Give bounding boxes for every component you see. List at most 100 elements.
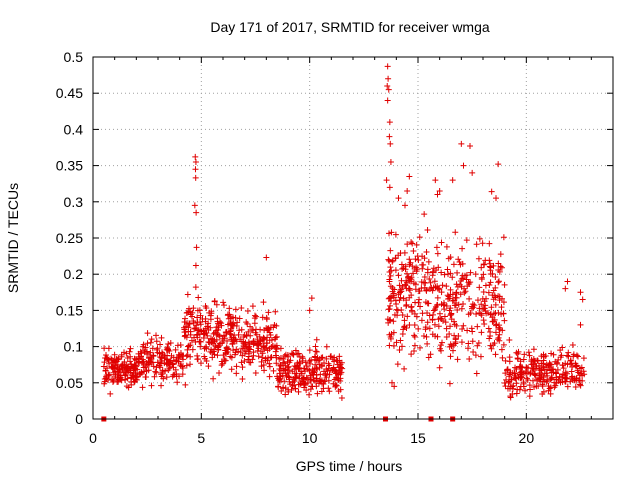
data-point (408, 239, 415, 246)
data-point (316, 361, 323, 368)
x-tick-label: 0 (89, 430, 97, 446)
data-point (490, 310, 497, 317)
data-point (429, 269, 436, 276)
data-point (384, 63, 391, 70)
data-point (401, 249, 408, 256)
data-point (228, 334, 235, 341)
data-point (477, 353, 484, 360)
data-point (192, 174, 199, 181)
data-point (567, 361, 574, 368)
data-point (441, 306, 448, 313)
data-point (167, 340, 174, 347)
data-point (536, 372, 543, 379)
data-point (478, 301, 485, 308)
y-tick-label: 0.2 (64, 266, 84, 282)
data-point (403, 270, 410, 277)
data-point (501, 281, 508, 288)
data-point (477, 310, 484, 317)
data-point (467, 143, 473, 150)
data-point (446, 331, 453, 338)
data-point (499, 354, 506, 361)
data-point (478, 264, 485, 271)
data-point (135, 350, 142, 357)
data-point (419, 261, 426, 268)
data-point (421, 284, 428, 291)
data-point (211, 297, 218, 304)
data-point (286, 376, 293, 383)
data-point (114, 364, 121, 371)
data-point (413, 241, 420, 248)
data-point (573, 352, 580, 359)
data-point (183, 353, 190, 360)
data-point (260, 336, 267, 343)
data-point (485, 289, 492, 296)
data-point (268, 337, 275, 344)
data-point (419, 310, 426, 317)
data-point (272, 308, 279, 315)
data-point (182, 332, 189, 339)
data-point (460, 275, 467, 282)
data-point (410, 247, 417, 254)
data-point (161, 360, 168, 367)
data-point (233, 363, 240, 370)
data-point (451, 332, 458, 339)
data-point (450, 342, 457, 349)
data-point (492, 310, 499, 317)
data-point (396, 282, 403, 289)
data-point (184, 346, 191, 353)
data-point (476, 235, 483, 242)
data-point (323, 355, 330, 362)
data-point (478, 274, 485, 281)
data-point (293, 374, 300, 381)
data-point (261, 367, 268, 374)
data-point (194, 352, 201, 359)
data-point (423, 249, 430, 256)
data-point (487, 279, 494, 286)
data-point (387, 335, 394, 342)
data-point (431, 278, 438, 285)
data-point (498, 264, 505, 271)
data-point (330, 380, 337, 387)
data-point (220, 299, 227, 306)
data-point (101, 359, 108, 366)
data-point (250, 352, 257, 359)
data-point (547, 390, 554, 397)
data-point (246, 350, 253, 357)
data-point (555, 356, 562, 363)
data-point (572, 384, 579, 390)
data-point (579, 377, 586, 384)
data-point (438, 269, 445, 276)
data-point (568, 368, 575, 375)
data-point (502, 357, 509, 364)
data-point (153, 346, 160, 353)
data-point (387, 264, 394, 271)
data-point (434, 250, 441, 257)
data-point (448, 316, 455, 323)
data-point (481, 305, 488, 312)
data-point (538, 360, 545, 367)
data-point (185, 309, 192, 316)
data-point (539, 381, 546, 388)
data-point (411, 332, 418, 339)
y-tick-label: 0.4 (64, 121, 84, 137)
data-point (139, 384, 146, 391)
data-point (258, 358, 265, 365)
data-point (420, 333, 427, 340)
data-point (565, 349, 572, 356)
data-point (554, 366, 561, 373)
data-point (476, 284, 483, 291)
data-point (389, 379, 395, 386)
data-point (507, 394, 514, 401)
y-tick-label: 0.25 (56, 230, 83, 246)
data-point (202, 303, 209, 310)
data-point (306, 307, 313, 314)
data-point (418, 317, 425, 324)
data-point (213, 301, 220, 308)
data-point (148, 382, 155, 389)
data-point (404, 187, 411, 194)
data-point (193, 244, 200, 251)
data-point (454, 356, 461, 363)
data-point (444, 266, 451, 273)
data-point (223, 350, 230, 357)
data-point (432, 177, 439, 184)
